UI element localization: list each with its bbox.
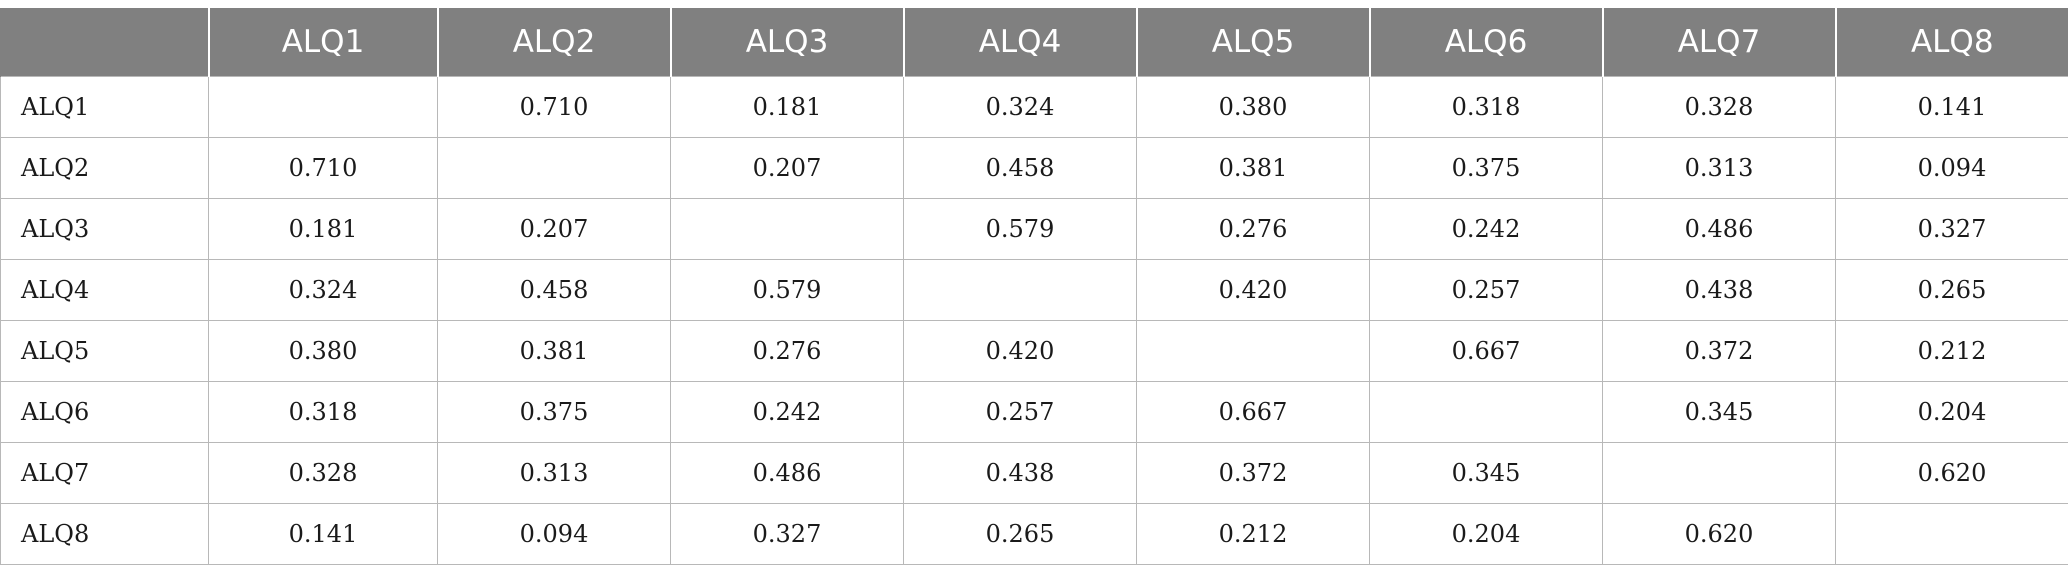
table-cell: 0.375 xyxy=(437,381,671,443)
table-row: ALQ1 0.710 0.181 0.324 0.380 0.318 0.328… xyxy=(0,76,2068,138)
table-row: ALQ3 0.181 0.207 0.579 0.276 0.242 0.486… xyxy=(0,198,2068,260)
column-header: ALQ1 xyxy=(207,8,439,77)
table-cell: 0.327 xyxy=(1835,198,2068,260)
correlation-table: ALQ1 ALQ2 ALQ3 ALQ4 ALQ5 ALQ6 ALQ7 ALQ8 … xyxy=(0,8,2068,565)
column-header: ALQ6 xyxy=(1368,8,1604,77)
table-cell: 0.328 xyxy=(1602,76,1836,138)
header-row: ALQ1 ALQ2 ALQ3 ALQ4 ALQ5 ALQ6 ALQ7 ALQ8 xyxy=(0,8,2068,77)
table-cell: 0.486 xyxy=(1602,198,1836,260)
table-cell: 0.207 xyxy=(670,137,904,199)
table-cell: 0.318 xyxy=(208,381,438,443)
table-cell: 0.380 xyxy=(1136,76,1370,138)
row-label: ALQ5 xyxy=(0,320,209,382)
table-cell: 0.710 xyxy=(437,76,671,138)
table-cell: 0.324 xyxy=(903,76,1137,138)
table-cell: 0.372 xyxy=(1602,320,1836,382)
correlation-table-container: ALQ1 ALQ2 ALQ3 ALQ4 ALQ5 ALQ6 ALQ7 ALQ8 … xyxy=(0,8,2068,565)
table-cell: 0.242 xyxy=(1369,198,1603,260)
column-header: ALQ4 xyxy=(902,8,1138,77)
column-header: ALQ5 xyxy=(1135,8,1371,77)
table-cell xyxy=(1136,320,1370,382)
table-cell: 0.372 xyxy=(1136,442,1370,504)
table-cell xyxy=(1835,503,2068,565)
row-label: ALQ3 xyxy=(0,198,209,260)
header-corner-cell xyxy=(0,8,210,77)
table-cell: 0.141 xyxy=(1835,76,2068,138)
table-cell: 0.710 xyxy=(208,137,438,199)
table-cell: 0.380 xyxy=(208,320,438,382)
table-cell: 0.579 xyxy=(670,259,904,321)
table-cell: 0.324 xyxy=(208,259,438,321)
table-cell: 0.242 xyxy=(670,381,904,443)
table-row: ALQ8 0.141 0.094 0.327 0.265 0.212 0.204… xyxy=(0,503,2068,565)
row-label: ALQ7 xyxy=(0,442,209,504)
table-cell: 0.420 xyxy=(903,320,1137,382)
table-cell: 0.204 xyxy=(1369,503,1603,565)
column-header: ALQ7 xyxy=(1601,8,1837,77)
table-cell: 0.381 xyxy=(1136,137,1370,199)
table-cell: 0.420 xyxy=(1136,259,1370,321)
table-cell xyxy=(437,137,671,199)
table-row: ALQ2 0.710 0.207 0.458 0.381 0.375 0.313… xyxy=(0,137,2068,199)
table-row: ALQ4 0.324 0.458 0.579 0.420 0.257 0.438… xyxy=(0,259,2068,321)
table-cell: 0.212 xyxy=(1136,503,1370,565)
table-cell: 0.318 xyxy=(1369,76,1603,138)
table-header: ALQ1 ALQ2 ALQ3 ALQ4 ALQ5 ALQ6 ALQ7 ALQ8 xyxy=(0,8,2068,77)
column-header: ALQ3 xyxy=(669,8,905,77)
table-cell: 0.141 xyxy=(208,503,438,565)
row-label: ALQ2 xyxy=(0,137,209,199)
table-cell: 0.345 xyxy=(1602,381,1836,443)
table-cell: 0.667 xyxy=(1136,381,1370,443)
table-cell: 0.345 xyxy=(1369,442,1603,504)
table-row: ALQ6 0.318 0.375 0.242 0.257 0.667 0.345… xyxy=(0,381,2068,443)
table-cell: 0.438 xyxy=(903,442,1137,504)
table-body: ALQ1 0.710 0.181 0.324 0.380 0.318 0.328… xyxy=(0,76,2068,565)
table-cell: 0.276 xyxy=(670,320,904,382)
column-header: ALQ2 xyxy=(436,8,672,77)
table-cell: 0.094 xyxy=(1835,137,2068,199)
table-cell: 0.257 xyxy=(903,381,1137,443)
table-cell: 0.181 xyxy=(208,198,438,260)
table-cell: 0.486 xyxy=(670,442,904,504)
table-cell: 0.620 xyxy=(1602,503,1836,565)
table-cell: 0.327 xyxy=(670,503,904,565)
table-cell: 0.265 xyxy=(1835,259,2068,321)
table-cell: 0.212 xyxy=(1835,320,2068,382)
table-cell: 0.094 xyxy=(437,503,671,565)
table-row: ALQ5 0.380 0.381 0.276 0.420 0.667 0.372… xyxy=(0,320,2068,382)
table-cell: 0.181 xyxy=(670,76,904,138)
table-cell: 0.438 xyxy=(1602,259,1836,321)
table-cell: 0.381 xyxy=(437,320,671,382)
table-cell: 0.313 xyxy=(437,442,671,504)
table-cell: 0.458 xyxy=(437,259,671,321)
row-label: ALQ1 xyxy=(0,76,209,138)
table-cell: 0.276 xyxy=(1136,198,1370,260)
table-cell: 0.375 xyxy=(1369,137,1603,199)
table-cell xyxy=(1602,442,1836,504)
table-cell: 0.579 xyxy=(903,198,1137,260)
row-label: ALQ6 xyxy=(0,381,209,443)
table-cell: 0.257 xyxy=(1369,259,1603,321)
table-cell xyxy=(1369,381,1603,443)
table-cell: 0.328 xyxy=(208,442,438,504)
table-cell: 0.458 xyxy=(903,137,1137,199)
row-label: ALQ4 xyxy=(0,259,209,321)
column-header: ALQ8 xyxy=(1834,8,2068,77)
table-cell: 0.207 xyxy=(437,198,671,260)
table-cell: 0.620 xyxy=(1835,442,2068,504)
row-label: ALQ8 xyxy=(0,503,209,565)
table-cell: 0.204 xyxy=(1835,381,2068,443)
table-cell: 0.667 xyxy=(1369,320,1603,382)
table-cell xyxy=(208,76,438,138)
table-cell xyxy=(903,259,1137,321)
table-cell xyxy=(670,198,904,260)
table-cell: 0.313 xyxy=(1602,137,1836,199)
table-cell: 0.265 xyxy=(903,503,1137,565)
table-row: ALQ7 0.328 0.313 0.486 0.438 0.372 0.345… xyxy=(0,442,2068,504)
